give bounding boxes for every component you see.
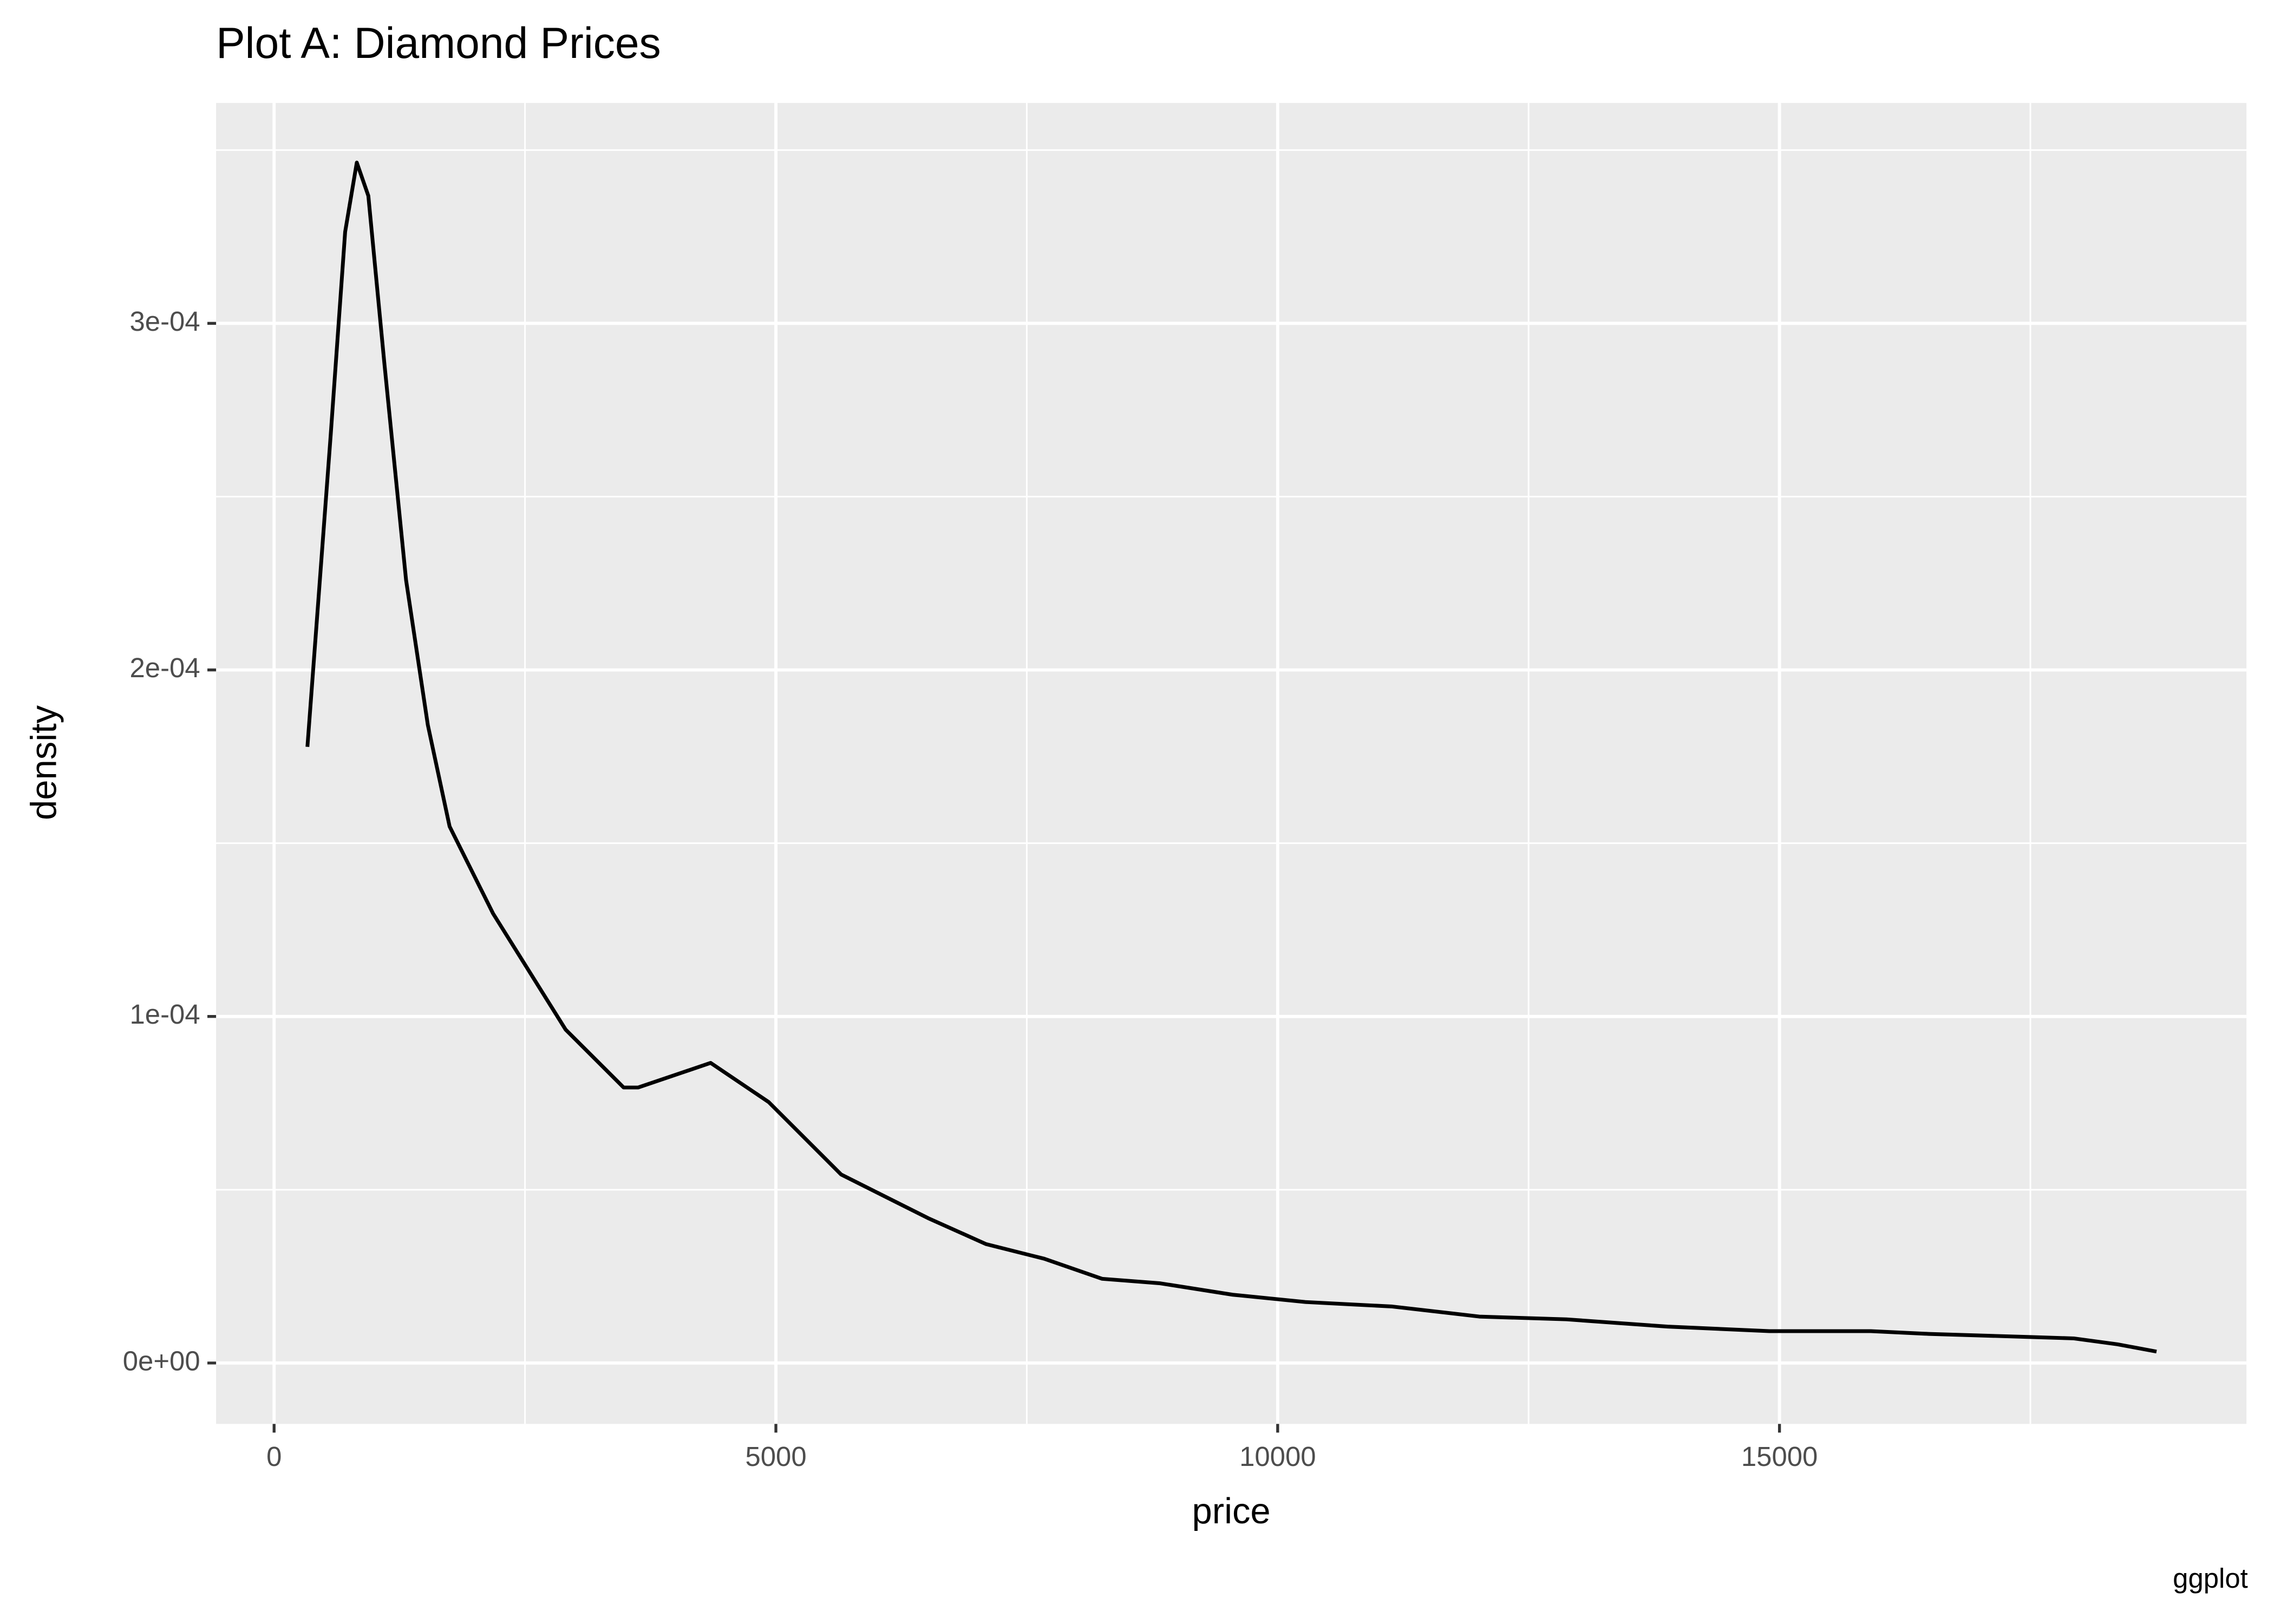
- x-tick-label: 5000: [745, 1441, 806, 1472]
- plot-panel: [216, 103, 2247, 1424]
- y-tick-label: 3e-04: [130, 306, 200, 337]
- x-tick-label: 0: [266, 1441, 282, 1472]
- y-axis-title: density: [23, 705, 64, 820]
- x-tick-label: 10000: [1239, 1441, 1316, 1472]
- y-tick-label: 2e-04: [130, 652, 200, 683]
- y-tick-label: 1e-04: [130, 999, 200, 1030]
- caption: ggplot: [2173, 1563, 2248, 1594]
- y-tick-label: 0e+00: [123, 1345, 200, 1376]
- x-axis-title: price: [1192, 1491, 1271, 1531]
- density-line: [305, 160, 2157, 1354]
- x-tick-label: 15000: [1741, 1441, 1818, 1472]
- chart-title: Plot A: Diamond Prices: [216, 19, 661, 68]
